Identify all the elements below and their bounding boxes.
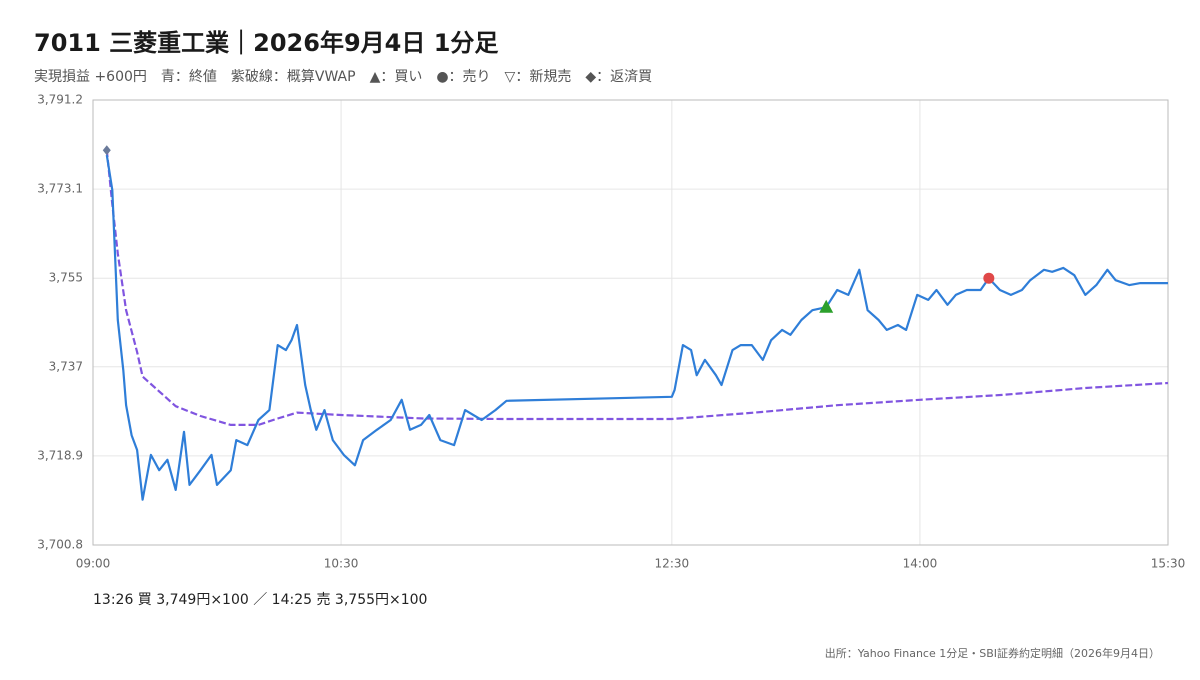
x-tick-label: 09:00	[76, 557, 111, 571]
y-tick-label: 3,737	[49, 359, 83, 373]
source: 出所：Yahoo Finance 1分足・SBI証券約定明細（2026年9月4日…	[825, 646, 1160, 660]
x-tick-label: 10:30	[324, 557, 359, 571]
y-tick-label: 3,791.2	[37, 93, 83, 107]
price-line	[105, 154, 1168, 501]
y-tick-label: 3,718.9	[37, 448, 83, 462]
chart-title: 7011 三菱重工業｜2026年9月4日 1分足	[34, 29, 498, 57]
buy-marker	[819, 299, 834, 313]
plot-frame	[92, 99, 1169, 546]
x-tick-label: 15:30	[1151, 557, 1186, 571]
trade-note: 13:26 買 3,749円×100 ／ 14:25 売 3,755円×100	[93, 592, 427, 608]
sell-marker	[983, 272, 995, 284]
x-tick-label: 12:30	[655, 557, 690, 571]
chart-subtitle: 実現損益 +600円 青：終値 紫破線：概算VWAP ▲：買い ●：売り ▽：新…	[34, 69, 652, 85]
price-line	[105, 150, 1169, 426]
x-tick-label: 14:00	[903, 557, 938, 571]
cover-marker	[102, 145, 111, 156]
y-tick-label: 3,773.1	[37, 182, 83, 196]
y-tick-label: 3,755	[49, 271, 83, 285]
y-tick-label: 3,700.8	[37, 538, 83, 552]
